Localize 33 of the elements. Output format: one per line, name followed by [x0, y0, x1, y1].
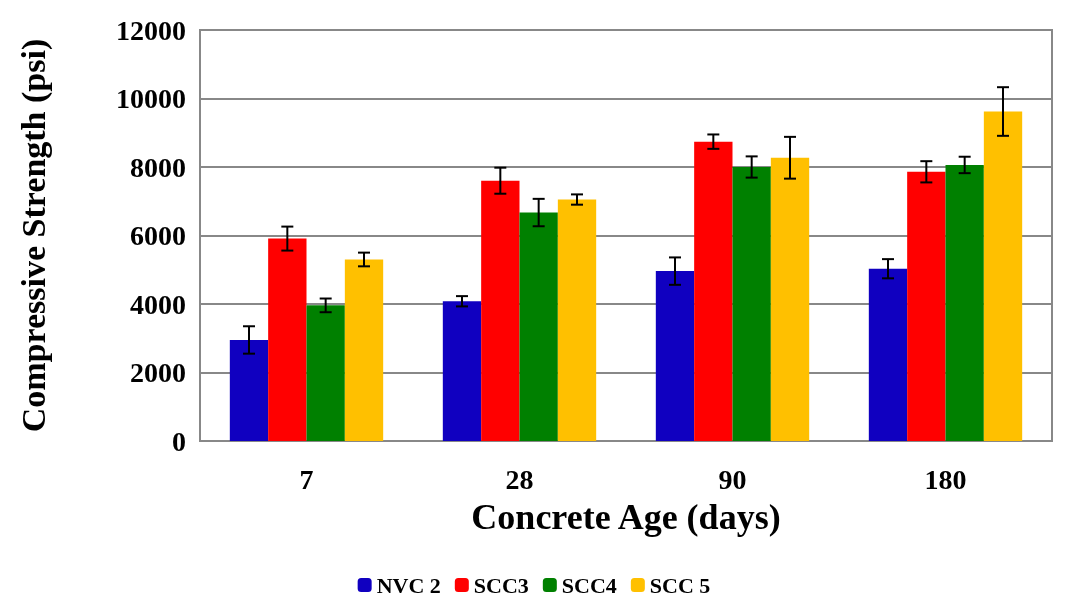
bar	[694, 141, 733, 441]
y-tick-label: 8000	[130, 151, 186, 183]
x-tick-label: 90	[718, 463, 747, 495]
bar	[229, 339, 269, 441]
x-tick-label: 7	[299, 463, 314, 495]
bar	[306, 305, 345, 441]
bar	[655, 271, 695, 441]
y-tick-label: 6000	[130, 220, 186, 251]
x-tick-label: 180	[924, 463, 967, 495]
bar	[732, 167, 771, 441]
bar	[983, 111, 1023, 441]
y-tick-label: 4000	[130, 288, 186, 320]
x-tick-label: 28	[505, 463, 534, 495]
x-axis-title: Concrete Age (days)	[471, 497, 781, 537]
legend-label: SCC4	[561, 572, 617, 598]
bar	[907, 171, 946, 441]
y-axis-title: Compressive Strength (psi)	[14, 38, 53, 433]
bar	[442, 301, 482, 441]
bar	[770, 157, 810, 441]
legend-label: SCC3	[473, 572, 529, 598]
bar	[268, 238, 307, 441]
legend-label: NVC 2	[376, 572, 441, 598]
bar	[344, 259, 384, 441]
bar	[945, 164, 984, 441]
bar	[519, 212, 558, 441]
bar	[557, 199, 597, 441]
y-tick-label: 12000	[116, 14, 186, 46]
legend-label: SCC 5	[649, 572, 711, 598]
y-tick-label: 10000	[116, 83, 186, 114]
y-tick-label: 2000	[130, 357, 186, 388]
bar	[481, 180, 520, 441]
bar	[868, 268, 908, 441]
y-tick-label: 0	[172, 425, 186, 457]
